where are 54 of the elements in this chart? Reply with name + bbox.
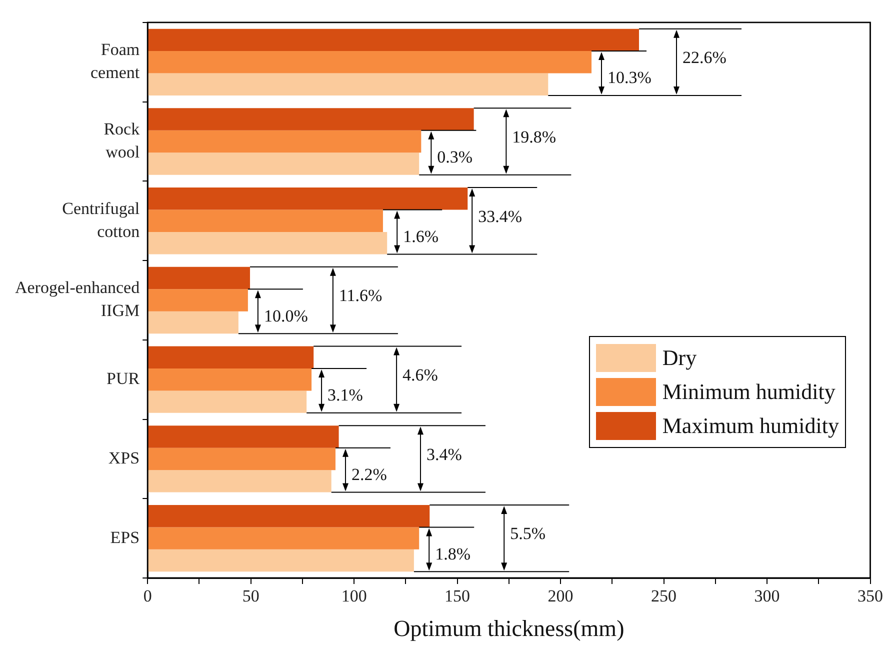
bar	[148, 311, 238, 334]
bar	[148, 504, 430, 528]
bar	[148, 188, 468, 210]
bar	[148, 51, 592, 74]
y-tick-label: PUR	[106, 369, 140, 388]
annotation: 3.4%	[426, 444, 462, 464]
bar	[148, 266, 250, 290]
x-tick-label: 250	[651, 586, 677, 606]
annotation: 0.3%	[437, 148, 473, 167]
bar	[148, 527, 420, 550]
annotation: 11.6%	[338, 286, 382, 306]
legend-label: Dry	[662, 345, 697, 371]
annotation: 10.0%	[264, 306, 308, 326]
x-tick-label: 150	[444, 586, 470, 606]
annotation: 33.4%	[478, 206, 522, 226]
bar	[148, 210, 383, 232]
bar	[148, 470, 332, 492]
bar	[148, 108, 474, 130]
x-tick-label: 50	[242, 586, 260, 606]
x-tick-label: 200	[548, 586, 574, 606]
bar	[148, 232, 388, 254]
y-tick-label: Rock wool	[104, 120, 140, 162]
bar	[148, 130, 422, 153]
bar	[148, 549, 414, 572]
annotation: 3.1%	[328, 386, 363, 405]
legend-label: Minimum humidity	[662, 379, 836, 405]
annotation: 5.5%	[510, 524, 546, 544]
bar	[148, 346, 314, 368]
bar	[148, 28, 639, 52]
x-tick-label: 350	[858, 586, 883, 606]
bar	[148, 289, 248, 312]
bar	[148, 152, 420, 175]
bar	[148, 73, 548, 96]
annotation: 1.8%	[435, 544, 471, 564]
annotation: 19.8%	[512, 127, 556, 146]
bar	[148, 448, 336, 470]
y-tick-label: EPS	[110, 528, 140, 547]
annotation: 2.2%	[351, 464, 387, 484]
bar	[148, 390, 307, 413]
bar	[148, 426, 339, 448]
annotation: 1.6%	[403, 226, 439, 246]
legend-label: Maximum humidity	[662, 413, 839, 439]
x-tick-label: 0	[143, 586, 152, 606]
y-tick-label: Centrifugal cotton	[62, 198, 140, 241]
x-tick-label: 300	[754, 586, 780, 606]
y-tick-label: Aerogel-enhanced IIGM	[14, 278, 140, 320]
x-axis-title: Optimum thickness(mm)	[394, 616, 624, 642]
x-tick-label: 100	[341, 586, 367, 606]
y-tick-label: Foam cement	[90, 40, 140, 82]
annotation: 4.6%	[402, 366, 438, 385]
bar	[148, 368, 312, 391]
annotation: 22.6%	[682, 48, 726, 68]
y-tick-label: XPS	[108, 448, 140, 468]
annotation: 10.3%	[608, 68, 652, 88]
